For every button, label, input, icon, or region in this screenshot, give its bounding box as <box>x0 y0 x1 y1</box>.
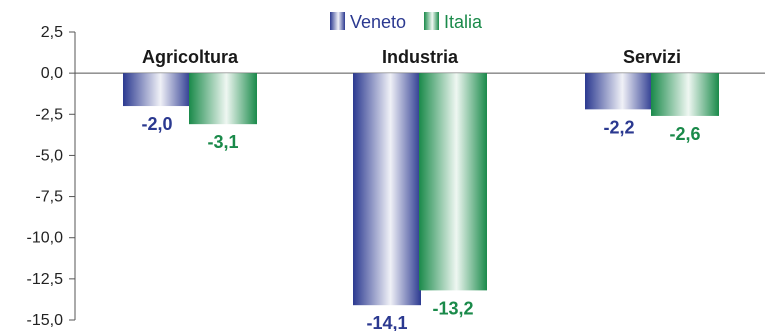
bar-veneto-agricoltura <box>123 73 191 107</box>
legend: Veneto Italia <box>330 12 483 32</box>
value-label: -2,6 <box>669 124 700 144</box>
value-label: -3,1 <box>207 132 238 152</box>
labels: -2,0 -3,1 Agricoltura -14,1 -13,2 Industria -2… <box>141 47 700 331</box>
bar-italia-industria <box>419 73 487 291</box>
value-label: -2,0 <box>141 114 172 134</box>
bars <box>123 73 719 306</box>
y-tick-label: 0,0 <box>41 65 63 82</box>
bar-italia-agricoltura <box>189 73 257 125</box>
value-label: -2,2 <box>603 117 634 137</box>
legend-swatch-veneto <box>330 12 345 30</box>
y-tick-label: -10,0 <box>27 230 64 247</box>
y-tick-label: -15,0 <box>27 312 64 329</box>
y-tick-label: -12,5 <box>27 271 64 288</box>
bar-italia-servizi <box>651 73 719 116</box>
category-label: Servizi <box>623 47 681 67</box>
category-label: Industria <box>382 47 459 67</box>
y-tick-label: -2,5 <box>35 106 63 123</box>
bar-veneto-industria <box>353 73 421 306</box>
y-tick-label: -7,5 <box>35 189 63 206</box>
value-label: -13,2 <box>432 298 473 318</box>
y-tick-label: 2,5 <box>41 24 63 41</box>
bar-veneto-servizi <box>585 73 653 110</box>
category-label: Agricoltura <box>142 47 239 67</box>
legend-label-veneto: Veneto <box>350 12 406 32</box>
y-tick-label: -5,0 <box>35 147 63 164</box>
legend-label-italia: Italia <box>444 12 483 32</box>
legend-swatch-italia <box>424 12 439 30</box>
value-label: -14,1 <box>366 313 407 331</box>
